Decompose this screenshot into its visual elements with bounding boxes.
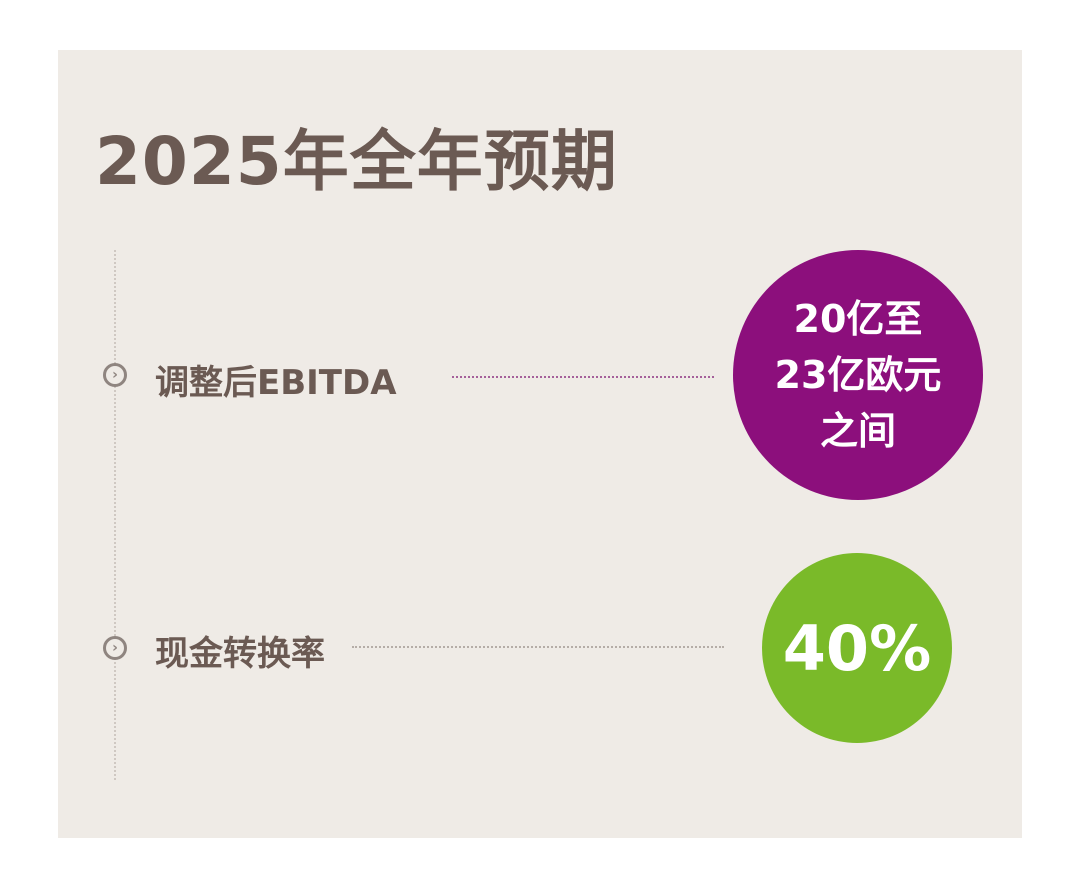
cash-conversion-label: 现金转换率 (155, 634, 325, 674)
chevron-right-circle-icon: › (103, 636, 127, 660)
ebitda-label: 调整后EBITDA (155, 363, 397, 403)
ebitda-leader-line (452, 376, 714, 378)
ebitda-value-line: 20亿至 (793, 297, 923, 341)
timeline-divider (114, 250, 116, 780)
ebitda-value-line: 23亿欧元 (774, 353, 942, 397)
cash-conversion-value-badge: 40% (762, 553, 952, 743)
cash-conversion-value: 40% (782, 611, 932, 685)
ebitda-value-badge: 20亿至 23亿欧元 之间 (733, 250, 983, 500)
cash-conversion-leader-line (352, 646, 724, 648)
page-title: 2025年全年预期 (95, 123, 618, 200)
chevron-right-circle-icon: › (103, 363, 127, 387)
ebitda-value-line: 之间 (819, 409, 896, 453)
